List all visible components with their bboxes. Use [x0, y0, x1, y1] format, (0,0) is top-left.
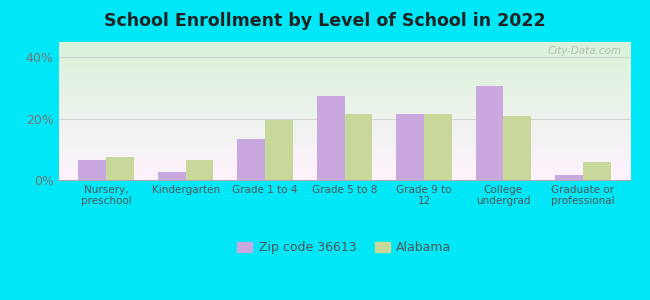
Bar [317, 96, 345, 180]
Bar [424, 114, 452, 180]
Bar [555, 176, 583, 180]
Text: School Enrollment by Level of School in 2022: School Enrollment by Level of School in … [104, 12, 546, 30]
Legend: Zip code 36613, Alabama: Zip code 36613, Alabama [233, 236, 456, 259]
Bar [265, 120, 293, 180]
Bar [476, 86, 503, 180]
Bar [158, 172, 186, 180]
Bar [344, 114, 372, 180]
Bar [396, 114, 424, 180]
Bar [583, 162, 610, 180]
Bar [106, 157, 134, 180]
Bar [237, 139, 265, 180]
Bar [503, 116, 531, 180]
Text: City-Data.com: City-Data.com [548, 46, 622, 56]
Bar [186, 160, 213, 180]
Bar [79, 160, 106, 180]
